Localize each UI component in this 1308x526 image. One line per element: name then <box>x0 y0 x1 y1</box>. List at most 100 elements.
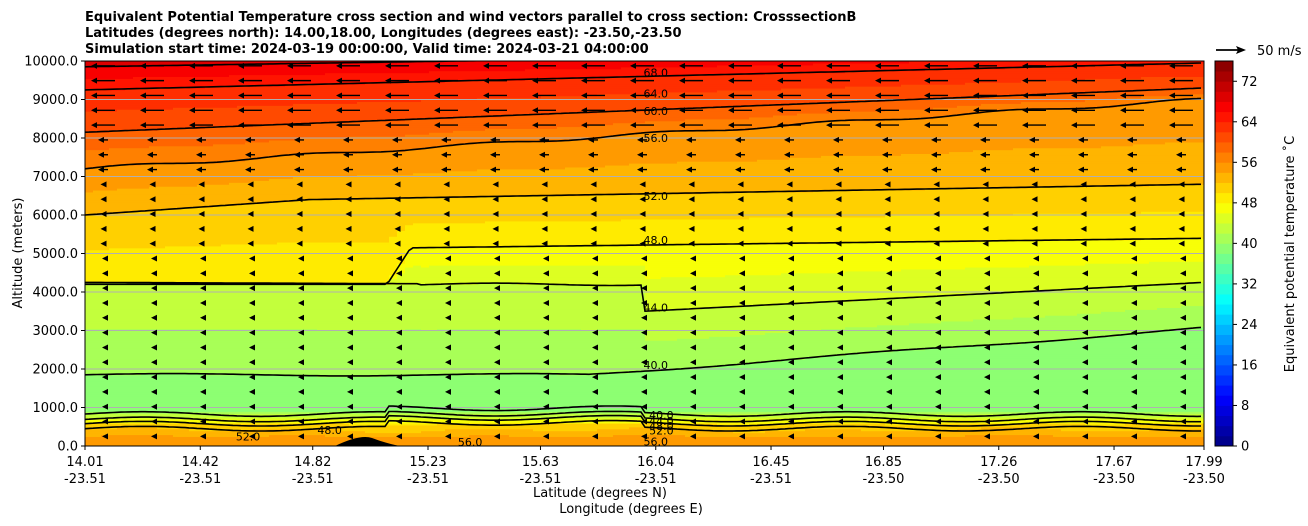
contour-label: 56.0 <box>643 132 668 145</box>
contour-label: 52.0 <box>643 190 668 203</box>
y-tick-label: 7000.0 <box>33 170 79 185</box>
y-tick-label: 1000.0 <box>33 401 79 416</box>
x-tick-label-lat: 16.45 <box>752 455 789 470</box>
colorbar-segment <box>1215 264 1233 275</box>
colorbar-segment <box>1215 243 1233 254</box>
contour-label: 48.0 <box>643 234 668 247</box>
x-tick-label-lat: 16.85 <box>865 455 902 470</box>
chart-title-line-2: Latitudes (degrees north): 14.00,18.00, … <box>85 26 682 41</box>
colorbar-tick-label: 32 <box>1241 277 1258 292</box>
y-tick-label: 4000.0 <box>33 286 79 301</box>
x-tick-label-lon: -23.51 <box>407 472 449 487</box>
x-axis-ticks: 14.01 -23.51 14.42 -23.51 14.82 -23.51 15.23 -2… <box>64 446 1225 487</box>
colorbar-segment <box>1215 355 1233 366</box>
chart-title-line-1: Equivalent Potential Temperature cross s… <box>85 10 856 25</box>
colorbar-segment <box>1215 132 1233 143</box>
colorbar-segment <box>1215 324 1233 335</box>
colorbar-tick-label: 48 <box>1241 196 1258 211</box>
x-tick-label-lon: -23.50 <box>1183 472 1225 487</box>
colorbar-segment <box>1215 122 1233 133</box>
colorbar-segment <box>1215 91 1233 102</box>
y-tick-label: 8000.0 <box>33 132 79 147</box>
colorbar-segment <box>1215 213 1233 224</box>
x-tick-label-lon: -23.50 <box>978 472 1020 487</box>
colorbar-segment <box>1215 375 1233 386</box>
y-tick-label: 2000.0 <box>33 363 79 378</box>
x-axis-label-2: Longitude (degrees E) <box>559 502 703 517</box>
colorbar-segment <box>1215 81 1233 92</box>
y-axis-label: Altitude (meters) <box>11 198 26 309</box>
y-tick-label: 5000.0 <box>33 247 79 262</box>
colorbar-segment <box>1215 395 1233 406</box>
colorbar-segment <box>1215 365 1233 376</box>
contour-label: 40.0 <box>643 359 668 372</box>
colorbar-segment <box>1215 405 1233 416</box>
contour-label: 64.0 <box>643 88 668 101</box>
contour-label: 68.0 <box>643 67 668 80</box>
colorbar-tick-label: 56 <box>1241 156 1258 171</box>
colorbar-segment <box>1215 233 1233 244</box>
colorbar-tick-label: 16 <box>1241 358 1258 373</box>
colorbar-segment <box>1215 172 1233 183</box>
colorbar-segment <box>1215 61 1233 72</box>
x-tick-label-lon: -23.51 <box>64 472 106 487</box>
quiver-key: 50 m/s <box>1216 44 1302 59</box>
chart-title-line-3: Simulation start time: 2024-03-19 00:00:… <box>85 42 649 57</box>
colorbar-tick-label: 0 <box>1241 440 1249 455</box>
x-tick-label-lon: -23.51 <box>635 472 677 487</box>
contour-label: 48.0 <box>317 424 342 437</box>
colorbar-segment <box>1215 345 1233 356</box>
colorbar-segment <box>1215 142 1233 153</box>
colorbar-segment <box>1215 416 1233 427</box>
y-tick-label: 9000.0 <box>33 93 79 108</box>
x-tick-label-lat: 14.82 <box>294 455 331 470</box>
y-tick-label: 0.0 <box>57 440 78 455</box>
colorbar-segment <box>1215 304 1233 315</box>
colorbar-segment <box>1215 162 1233 173</box>
y-axis-ticks: 0.0 1000.0 2000.0 3000.0 4000.0 5000.0 6000.0 7… <box>24 55 85 455</box>
colorbar-tick-label: 72 <box>1241 75 1258 90</box>
colorbar-segment <box>1215 436 1233 447</box>
colorbar-segment <box>1215 71 1233 82</box>
colorbar-segment <box>1215 294 1233 305</box>
colorbar-segment <box>1215 426 1233 437</box>
colorbar-segment <box>1215 102 1233 113</box>
colorbar-segment <box>1215 183 1233 194</box>
colorbar-segment <box>1215 193 1233 204</box>
x-tick-label-lon: -23.51 <box>520 472 562 487</box>
colorbar-segment <box>1215 112 1233 123</box>
colorbar-segment <box>1215 284 1233 295</box>
colorbar-segment <box>1215 314 1233 325</box>
x-tick-label-lon: -23.50 <box>863 472 905 487</box>
x-tick-label-lat: 14.42 <box>182 455 219 470</box>
colorbar-segment <box>1215 274 1233 285</box>
x-tick-label-lat: 14.01 <box>66 455 103 470</box>
x-tick-label-lon: -23.51 <box>179 472 221 487</box>
colorbar-segment <box>1215 152 1233 163</box>
y-tick-label: 10000.0 <box>24 55 78 70</box>
colorbar-segment <box>1215 335 1233 346</box>
x-tick-label-lat: 17.26 <box>980 455 1017 470</box>
x-tick-label-lat: 15.63 <box>522 455 559 470</box>
x-axis-label: Latitude (degrees N) <box>533 486 667 501</box>
x-tick-label-lon: -23.51 <box>292 472 334 487</box>
contour-label: 60.0 <box>643 105 668 118</box>
colorbar-tick-label: 64 <box>1241 115 1258 130</box>
x-tick-label-lat: 17.99 <box>1185 455 1222 470</box>
x-tick-label-lat: 16.04 <box>637 455 674 470</box>
colorbar-tick-label: 8 <box>1241 399 1249 414</box>
x-tick-label-lon: -23.50 <box>1093 472 1135 487</box>
colorbar-label: Equivalent potential temperature ˚C <box>1282 136 1298 372</box>
contour-label: 56.0 <box>458 436 483 449</box>
y-tick-label: 6000.0 <box>33 209 79 224</box>
contour-label: 52.0 <box>236 430 261 443</box>
colorbar-tick-label: 24 <box>1241 318 1258 333</box>
x-tick-label-lon: -23.51 <box>750 472 792 487</box>
colorbar-segment <box>1215 203 1233 214</box>
x-tick-label-lat: 15.23 <box>409 455 446 470</box>
colorbar-segment <box>1215 385 1233 396</box>
contour-label: 44.0 <box>643 301 668 314</box>
y-tick-label: 3000.0 <box>33 324 79 339</box>
